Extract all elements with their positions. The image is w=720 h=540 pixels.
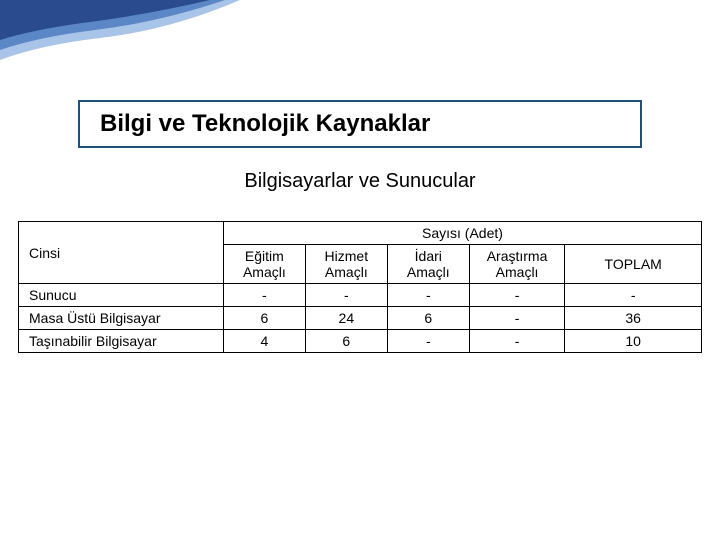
table-cell: - [305,284,387,307]
table-row-label: Masa Üstü Bilgisayar [19,307,224,330]
table-group-header: Sayısı (Adet) [223,222,701,245]
table-row: Sunucu----- [19,284,702,307]
table-cell: 4 [223,330,305,353]
table-row: Taşınabilir Bilgisayar46--10 [19,330,702,353]
table-row-label: Taşınabilir Bilgisayar [19,330,224,353]
table-cell: - [469,284,565,307]
table-body: Sunucu-----Masa Üstü Bilgisayar6246-36Ta… [19,284,702,353]
table-column-header: İdari Amaçlı [387,245,469,284]
swoosh-path-light [0,0,240,60]
page-title: Bilgi ve Teknolojik Kaynaklar [100,110,620,138]
table-column-header: TOPLAM [565,245,702,284]
table-column-header: Eğitim Amaçlı [223,245,305,284]
table-cell: 6 [387,307,469,330]
table-header-row-1: Cinsi Sayısı (Adet) [19,222,702,245]
swoosh-path-dark [0,0,210,40]
table-cell: 24 [305,307,387,330]
table-cell: - [387,284,469,307]
subtitle: Bilgisayarlar ve Sunucular [18,170,702,193]
slide-content: Bilgi ve Teknolojik Kaynaklar Bilgisayar… [0,100,720,353]
table-cell: - [469,330,565,353]
table-cell: - [223,284,305,307]
table-cell: 6 [223,307,305,330]
table-column-header: Araştırma Amaçlı [469,245,565,284]
title-box: Bilgi ve Teknolojik Kaynaklar [78,100,642,148]
table-row-label: Sunucu [19,284,224,307]
table-cell: - [387,330,469,353]
table-cell: 36 [565,307,702,330]
table-cell: 10 [565,330,702,353]
computers-table: Cinsi Sayısı (Adet) Eğitim AmaçlıHizmet … [18,221,702,353]
table-column-header: Hizmet Amaçlı [305,245,387,284]
table-row: Masa Üstü Bilgisayar6246-36 [19,307,702,330]
swoosh-path-mid [0,0,225,50]
corner-decoration [0,0,240,70]
table-cell: - [565,284,702,307]
table-corner-cell: Cinsi [19,222,224,284]
table-cell: 6 [305,330,387,353]
table-cell: - [469,307,565,330]
